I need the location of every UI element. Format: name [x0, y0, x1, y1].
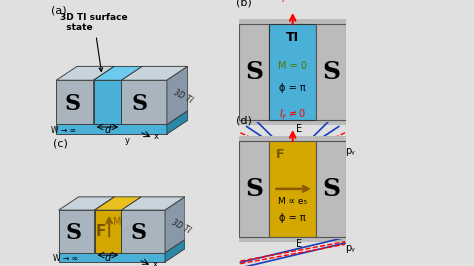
Text: M = 0: M = 0 [278, 61, 307, 72]
Text: d: d [105, 253, 111, 263]
Bar [269, 24, 316, 120]
Text: 3D TI surface
  state: 3D TI surface state [60, 13, 128, 71]
Polygon shape [121, 66, 188, 80]
Polygon shape [121, 210, 165, 253]
Text: pᵧ: pᵧ [346, 243, 356, 253]
Text: TI: TI [286, 31, 299, 44]
Text: S: S [130, 222, 146, 244]
Polygon shape [93, 66, 142, 80]
Text: x: x [153, 260, 157, 266]
Text: 3D TI: 3D TI [172, 88, 194, 106]
Bar [239, 24, 269, 120]
Text: S: S [246, 177, 264, 201]
Text: x: x [154, 132, 159, 141]
Text: W → ∞: W → ∞ [54, 254, 78, 263]
Polygon shape [93, 80, 121, 124]
Text: $I_y \neq 0$: $I_y \neq 0$ [279, 107, 306, 122]
Text: S: S [322, 177, 340, 201]
Text: (b): (b) [237, 0, 252, 8]
Polygon shape [59, 239, 185, 253]
Text: (c): (c) [54, 138, 68, 148]
Polygon shape [94, 197, 115, 253]
Polygon shape [56, 66, 114, 80]
Text: $I_y = 0$: $I_y = 0$ [279, 0, 306, 5]
Text: y: y [125, 136, 130, 145]
Polygon shape [56, 124, 167, 134]
Text: (d): (d) [237, 115, 252, 125]
Bar [239, 141, 269, 237]
Polygon shape [56, 111, 188, 124]
Text: E: E [296, 124, 302, 134]
Text: S: S [246, 60, 264, 84]
Polygon shape [121, 80, 167, 124]
Text: d: d [104, 125, 110, 135]
Text: W → ∞: W → ∞ [51, 126, 76, 135]
Text: F: F [276, 148, 284, 161]
Text: ϕ = π: ϕ = π [279, 213, 306, 223]
Polygon shape [167, 111, 188, 134]
Polygon shape [59, 197, 115, 210]
Text: S: S [131, 93, 147, 115]
Text: F: F [96, 224, 106, 239]
Text: 3D TI: 3D TI [170, 217, 191, 235]
Polygon shape [165, 239, 185, 262]
Polygon shape [165, 197, 185, 253]
Text: S: S [66, 222, 82, 244]
Polygon shape [59, 210, 94, 253]
Text: pᵧ: pᵧ [346, 147, 356, 156]
Polygon shape [94, 210, 121, 253]
Polygon shape [94, 197, 141, 210]
Polygon shape [121, 197, 185, 210]
Text: M: M [112, 217, 121, 227]
Text: S: S [64, 93, 80, 115]
Text: ϕ = π: ϕ = π [279, 83, 306, 93]
Text: (a): (a) [51, 6, 66, 15]
Text: E: E [296, 239, 302, 250]
Bar [269, 141, 316, 237]
Polygon shape [59, 253, 165, 262]
Bar [316, 24, 346, 120]
Text: M ∝ e₅: M ∝ e₅ [278, 197, 307, 206]
Bar [316, 141, 346, 237]
Polygon shape [93, 66, 114, 124]
Polygon shape [167, 66, 188, 124]
Text: y: y [125, 264, 130, 266]
Text: S: S [322, 60, 340, 84]
Polygon shape [56, 80, 93, 124]
